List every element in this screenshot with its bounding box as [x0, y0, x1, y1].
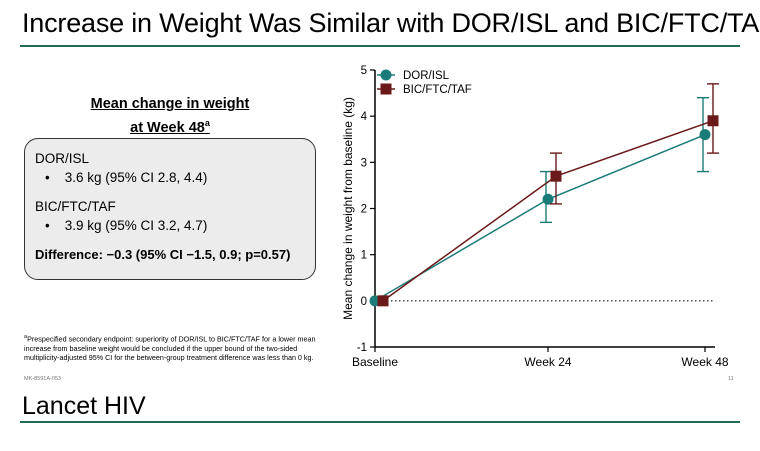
y-axis-title: Mean change in weight from baseline (kg) [341, 97, 355, 320]
arm-value: • 3.9 kg (95% CI 3.2, 4.7) [45, 218, 208, 233]
summary-heading-line1: Mean change in weight [90, 96, 250, 112]
x-tick-label: Week 48 [681, 355, 728, 369]
series-line-1 [382, 120, 714, 302]
summary-heading-line2: at Week 48a [130, 114, 210, 138]
arm-value-text: 3.6 kg (95% CI 2.8, 4.4) [64, 170, 208, 185]
data-point [377, 295, 389, 307]
arm-dor-isl: DOR/ISL • 3.6 kg (95% CI 2.8, 4.4) [35, 149, 305, 187]
arm-value: • 3.6 kg (95% CI 2.8, 4.4) [45, 170, 208, 185]
footnote-marker: a [24, 334, 28, 340]
y-tick-label: 0 [361, 296, 367, 308]
title-rule [20, 45, 740, 47]
arm-bic-ftc-taf: BIC/FTC/TAF • 3.9 kg (95% CI 3.2, 4.7) [35, 197, 305, 235]
summary-box: DOR/ISL • 3.6 kg (95% CI 2.8, 4.4) BIC/F… [24, 138, 316, 280]
summary-heading-line2-text: at Week 48 [130, 119, 205, 136]
x-tick-label: Baseline [352, 355, 398, 369]
y-tick-label: 1 [361, 250, 367, 262]
document-code: MK-8591A-053 [24, 376, 61, 382]
source-rule [20, 421, 740, 423]
y-tick-label: 5 [361, 65, 367, 77]
arm-name: DOR/ISL [35, 151, 90, 166]
legend-label: BIC/FTC/TAF [403, 84, 472, 96]
arm-value-text: 3.9 kg (95% CI 3.2, 4.7) [64, 218, 208, 233]
weight-chart: -1 0 1 2 3 4 5 Baseline Week 24 Week 48 Mean chang… [341, 65, 729, 369]
summary-heading: Mean change in weight at Week 48a [60, 95, 280, 138]
legend-label: DOR/ISL [403, 70, 450, 82]
data-point [707, 115, 719, 127]
footnote-text: Prespecified secondary endpoint: superio… [24, 334, 316, 363]
source-label: Lancet HIV [22, 392, 146, 420]
arm-name: BIC/FTC/TAF [35, 199, 116, 214]
difference-text: Difference: −0.3 (95% CI −1.5, 0.9; p=0.… [35, 247, 291, 262]
footnote: aPrespecified secondary endpoint: superi… [24, 333, 319, 363]
y-tick-label: 3 [361, 157, 367, 169]
x-tick-label: Week 24 [524, 355, 571, 369]
y-tick-label: -1 [357, 342, 367, 354]
y-tick-label: 2 [361, 204, 367, 216]
legend-marker [380, 83, 392, 95]
data-point [542, 193, 554, 205]
data-point [550, 170, 562, 182]
summary-heading-sup: a [204, 118, 210, 128]
slide-title: Increase in Weight Was Similar with DOR/… [22, 8, 760, 38]
data-point [699, 129, 711, 141]
y-tick-label: 4 [361, 111, 368, 123]
series-line-0 [374, 133, 706, 302]
page-number: 11 [728, 376, 734, 382]
legend-marker [380, 69, 392, 81]
